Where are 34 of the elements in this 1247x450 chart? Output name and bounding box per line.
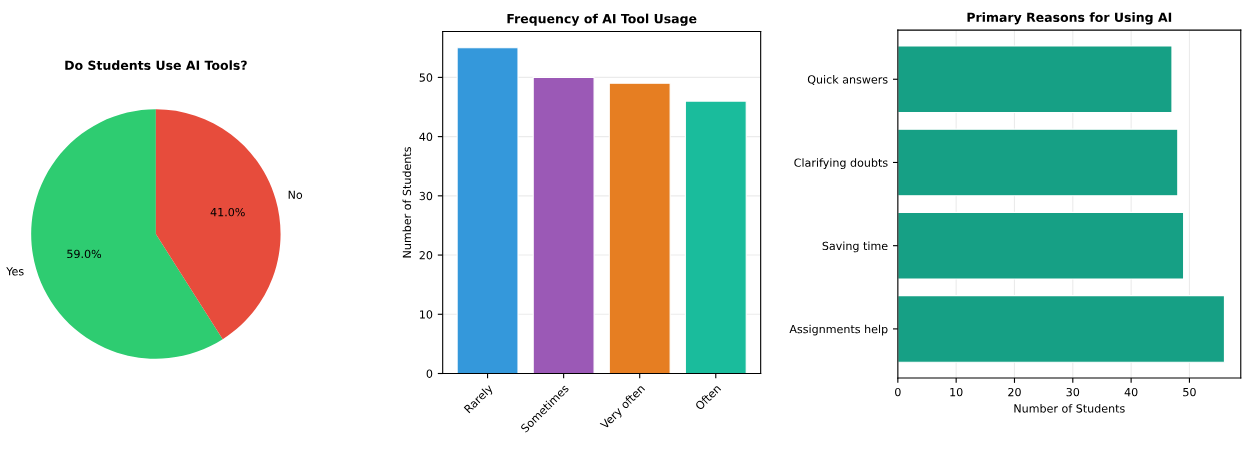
- y-tick-label: 10: [420, 310, 433, 319]
- x-tick-label: 10: [950, 387, 963, 397]
- y-tick-label: 30: [419, 191, 433, 201]
- y-tick-label: Saving time: [822, 241, 888, 253]
- bar: [608, 82, 671, 374]
- bar: [897, 295, 1225, 363]
- y-tick-label: 0: [426, 369, 433, 378]
- y-tick-label: Clarifying doubts: [794, 158, 888, 169]
- x-axis-title: Number of Students: [1014, 404, 1125, 413]
- chart-title: Frequency of AI Tool Usage: [507, 13, 697, 26]
- bar: [897, 211, 1185, 280]
- y-tick-label: 50: [419, 73, 433, 82]
- y-tick-label: 40: [419, 132, 433, 141]
- chart-title: Do Students Use AI Tools?: [65, 60, 247, 70]
- x-tick-label: 50: [1183, 387, 1196, 397]
- y-tick-label: Quick answers: [807, 75, 888, 85]
- x-tick-label: 40: [1124, 387, 1138, 397]
- bar: [684, 100, 747, 374]
- bar: [456, 47, 519, 374]
- data-label: 59.0%: [67, 249, 102, 259]
- x-tick-label: 0: [895, 387, 901, 397]
- bar: [897, 45, 1173, 114]
- slice-label: No: [288, 190, 303, 199]
- bar: [897, 128, 1179, 197]
- y-tick-label: Assignments help: [789, 324, 888, 336]
- data-label: 41.0%: [210, 207, 245, 217]
- slice-label: Yes: [6, 267, 24, 276]
- y-axis-title: Number of Students: [402, 147, 412, 258]
- chart-title: Primary Reasons for Using AI: [967, 12, 1172, 25]
- x-tick-label: 20: [1008, 387, 1021, 397]
- x-tick-label: 30: [1066, 387, 1080, 397]
- y-tick-label: 20: [419, 251, 433, 260]
- pie-slice: [155, 109, 281, 340]
- bar: [532, 76, 595, 374]
